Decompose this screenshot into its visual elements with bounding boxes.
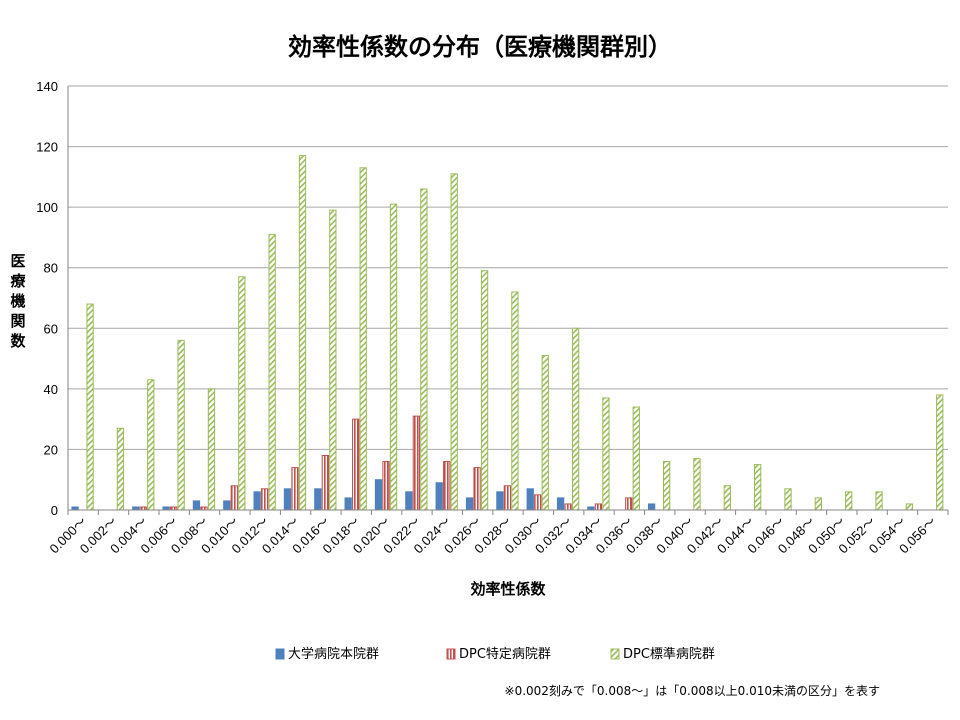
bar-1-6 bbox=[253, 491, 261, 511]
bar-3-4 bbox=[207, 388, 216, 511]
y-tick-label: 0 bbox=[51, 503, 58, 518]
bar-2-6 bbox=[260, 488, 269, 511]
bar-2-8 bbox=[321, 454, 329, 511]
bars bbox=[71, 155, 944, 511]
bar-3-6 bbox=[268, 233, 276, 511]
bar-2-9 bbox=[352, 418, 360, 511]
bar-1-15 bbox=[526, 488, 534, 511]
bar-3-14 bbox=[511, 291, 519, 511]
bar-1-4 bbox=[192, 500, 201, 511]
gridlines bbox=[68, 85, 948, 450]
bar-3-10 bbox=[389, 203, 398, 511]
bar-3-17 bbox=[602, 397, 610, 511]
bar-1-5 bbox=[223, 500, 231, 511]
y-tick-label: 140 bbox=[36, 79, 58, 94]
y-tick-label: 20 bbox=[44, 442, 58, 457]
bar-2-14 bbox=[503, 485, 512, 511]
bar-3-25 bbox=[845, 491, 853, 511]
bar-3-2 bbox=[147, 379, 155, 511]
bar-3-11 bbox=[420, 188, 428, 511]
y-tick-label: 80 bbox=[44, 261, 58, 276]
chart-title: 効率性係数の分布（医療機関群別） bbox=[288, 33, 672, 61]
bar-1-12 bbox=[435, 482, 443, 511]
bar-2-18 bbox=[625, 497, 633, 511]
bar-2-15 bbox=[534, 494, 542, 511]
footnote: ※0.002刻みで「0.008～」は「0.008以上0.010未満の区分」を表す bbox=[505, 684, 880, 698]
bar-2-12 bbox=[443, 461, 451, 511]
legend-label-1: 大学病院本院群 bbox=[288, 646, 379, 662]
legend-swatch-3 bbox=[610, 648, 620, 660]
bar-3-15 bbox=[541, 355, 549, 511]
bar-3-28 bbox=[936, 394, 944, 511]
bar-3-1 bbox=[116, 427, 125, 511]
y-tick-label: 100 bbox=[36, 200, 58, 215]
y-tick-label: 60 bbox=[44, 321, 58, 336]
y-tick-label: 40 bbox=[44, 382, 58, 397]
bar-2-7 bbox=[291, 467, 299, 511]
bar-1-11 bbox=[405, 491, 413, 511]
bar-1-16 bbox=[556, 497, 565, 511]
bar-3-26 bbox=[875, 491, 883, 511]
legend-label-3: DPC標準病院群 bbox=[623, 646, 715, 662]
bar-2-16 bbox=[564, 503, 572, 511]
bar-3-13 bbox=[480, 270, 489, 511]
bar-3-23 bbox=[784, 488, 792, 511]
legend: 大学病院本院群 DPC特定病院群 DPC標準病院群 bbox=[275, 646, 715, 662]
bar-3-9 bbox=[359, 167, 367, 511]
bar-1-8 bbox=[314, 488, 322, 511]
bar-3-5 bbox=[238, 276, 246, 511]
bar-1-10 bbox=[374, 479, 383, 511]
bar-1-7 bbox=[283, 488, 292, 511]
legend-label-2: DPC特定病院群 bbox=[459, 647, 551, 662]
bar-3-8 bbox=[329, 209, 337, 511]
bar-3-18 bbox=[632, 406, 640, 511]
bar-2-10 bbox=[382, 461, 390, 511]
y-tick-label: 120 bbox=[36, 140, 58, 155]
x-axis-title: 効率性係数 bbox=[470, 580, 546, 598]
bar-1-19 bbox=[647, 503, 656, 511]
bar-2-5 bbox=[230, 485, 238, 511]
bar-3-21 bbox=[723, 485, 731, 511]
bar-1-14 bbox=[496, 491, 504, 511]
bar-3-16 bbox=[571, 327, 580, 511]
bar-3-19 bbox=[662, 461, 671, 511]
bar-3-3 bbox=[177, 339, 185, 511]
bar-3-0 bbox=[86, 303, 94, 511]
bar-3-24 bbox=[814, 497, 823, 511]
bar-1-9 bbox=[344, 497, 352, 511]
y-axis: 0 20 40 60 80 100 120 140 bbox=[36, 79, 69, 518]
bar-3-22 bbox=[754, 464, 762, 511]
bar-2-13 bbox=[473, 467, 481, 511]
bar-3-27 bbox=[905, 503, 914, 511]
legend-swatch-1 bbox=[275, 648, 285, 660]
bar-2-11 bbox=[412, 415, 421, 511]
bar-3-12 bbox=[450, 173, 458, 511]
bar-3-20 bbox=[693, 458, 701, 511]
legend-swatch-2 bbox=[446, 648, 456, 660]
bar-2-17 bbox=[594, 503, 603, 511]
bar-1-13 bbox=[465, 497, 474, 511]
x-axis: 0.000～0.002～0.004～0.006～0.008～0.010～0.01… bbox=[46, 509, 949, 556]
bar-3-7 bbox=[298, 155, 307, 511]
y-axis-title: 医療機関数 bbox=[10, 252, 26, 350]
